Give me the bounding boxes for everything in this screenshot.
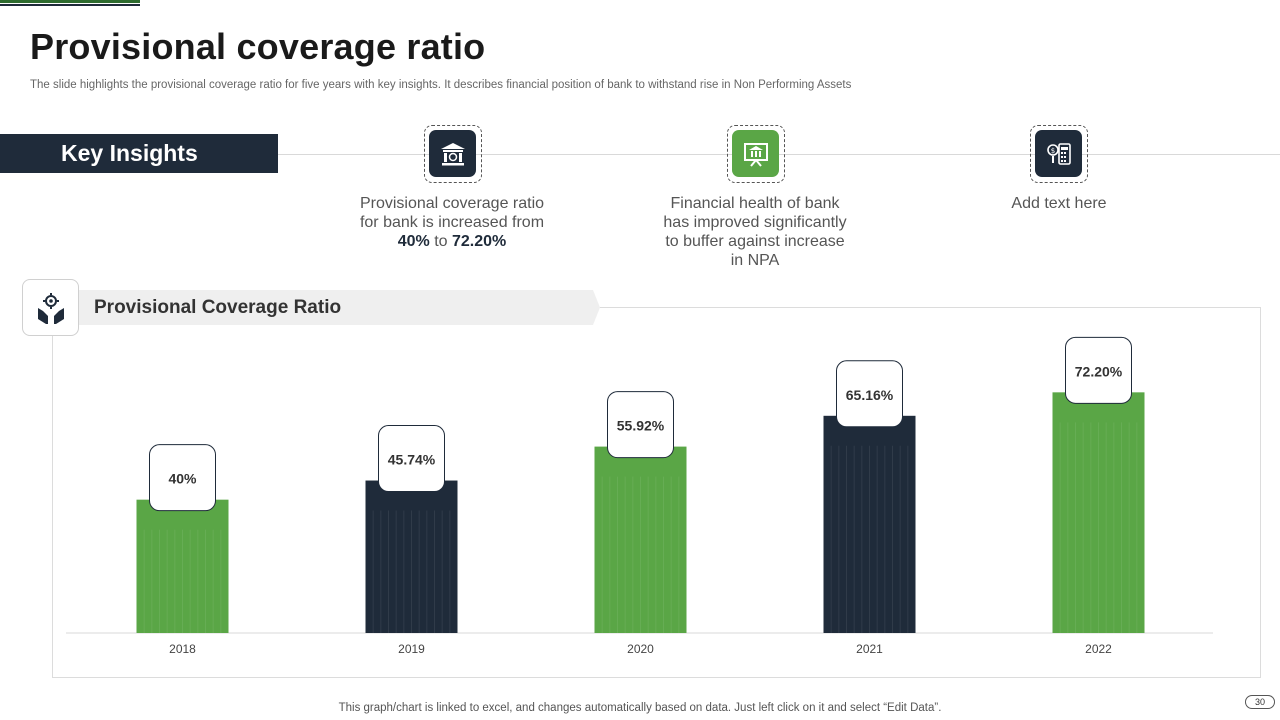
- data-label-2020: 55.92%: [617, 418, 665, 434]
- data-label-box-2018: [149, 444, 216, 512]
- insight-2-line-4: in NPA: [730, 252, 780, 269]
- insight-3-text: Add text here: [1011, 195, 1107, 212]
- insight-1-to-value: 72.20%: [452, 233, 507, 250]
- insights-divider: [278, 154, 1280, 155]
- accent-navy-line: [0, 4, 140, 6]
- page-subtitle: The slide highlights the provisional cov…: [30, 79, 852, 91]
- insight-2-line-3: to buffer against increase: [665, 233, 845, 250]
- bar-2018: [136, 499, 229, 633]
- bar-2019: [365, 480, 458, 633]
- data-label-box-2020: [607, 391, 674, 459]
- x-tick-label-2022: 2022: [1085, 642, 1112, 656]
- data-label-2022: 72.20%: [1075, 363, 1123, 379]
- insight-1-text: Provisional coverage ratio for bank is i…: [342, 194, 562, 251]
- data-label-2018: 40%: [168, 471, 197, 487]
- bar-2020: [594, 446, 687, 633]
- chart-frame: [52, 307, 1261, 678]
- top-accent-bar: [0, 0, 140, 6]
- insight-3-icon-box: $: [1030, 125, 1088, 183]
- data-label-box-2019: [378, 425, 445, 493]
- insight-1-icon-box: [424, 125, 482, 183]
- insight-1-line-1: Provisional coverage ratio: [359, 195, 545, 212]
- chart-header-banner: Provisional Coverage Ratio: [78, 290, 600, 325]
- page-number: 30: [1245, 695, 1275, 709]
- x-tick-label-2020: 2020: [627, 642, 654, 656]
- chart-header-title: Provisional Coverage Ratio: [94, 297, 342, 318]
- footer-note: This graph/chart is linked to excel, and…: [338, 702, 942, 714]
- data-label-2021: 65.16%: [846, 387, 894, 403]
- x-tick-label-2018: 2018: [169, 642, 196, 656]
- insight-2-line-1: Financial health of bank: [670, 195, 840, 212]
- bank-icon: [429, 130, 476, 177]
- page-title: Provisional coverage ratio: [30, 26, 486, 67]
- chart-header-shape: [78, 290, 600, 325]
- chart-icon-box: [22, 279, 79, 336]
- insight-2-line-2: has improved significantly: [663, 214, 847, 231]
- x-tick-label-2019: 2019: [398, 642, 425, 656]
- insight-2-text: Financial health of bank has improved si…: [645, 194, 865, 270]
- accent-green-line: [0, 0, 140, 3]
- insight-2-icon-box: [727, 125, 785, 183]
- x-tick-label-2021: 2021: [856, 642, 883, 656]
- insight-1-from-value: 40%: [397, 233, 430, 250]
- data-label-box-2022: [1065, 336, 1132, 404]
- svg-text:$: $: [1050, 147, 1054, 155]
- data-label-box-2021: [836, 360, 903, 428]
- bar-2022: [1052, 392, 1145, 633]
- insight-1-connector: to: [429, 233, 452, 250]
- calculator-money-icon: $: [1035, 130, 1082, 177]
- insight-1-line-3: 40% to 72.20%: [342, 232, 562, 251]
- insight-1-line-2: for bank is increased from: [359, 214, 545, 231]
- bank-presentation-icon: [732, 130, 779, 177]
- data-label-2019: 45.74%: [388, 452, 436, 468]
- bar-2021: [823, 415, 916, 633]
- key-insights-banner: Key Insights: [0, 134, 278, 173]
- hands-gear-icon: [37, 292, 64, 324]
